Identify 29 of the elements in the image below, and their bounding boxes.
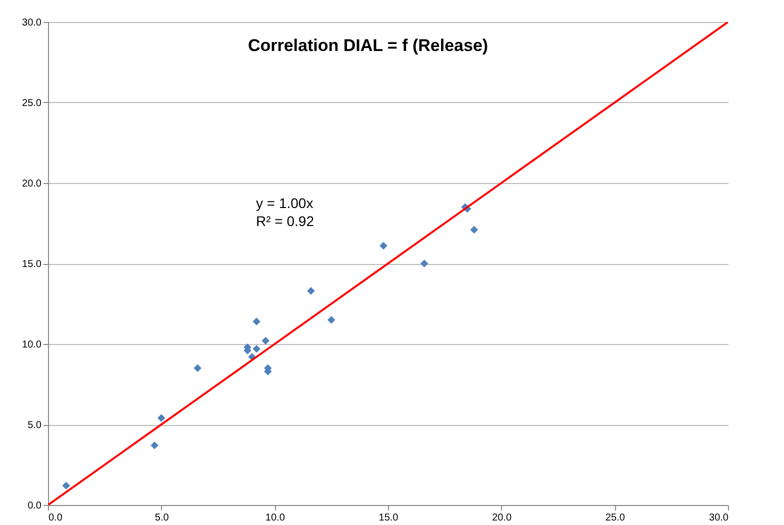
y-tick-label: 10.0: [22, 340, 42, 350]
point: [470, 226, 478, 234]
point: [62, 482, 70, 490]
point: [252, 318, 260, 326]
x-tick-label: 15.0: [378, 512, 399, 524]
x-tick-label: 30.0: [709, 512, 729, 524]
y-tick-label: 15.0: [22, 259, 42, 270]
x-tick-label: 20.0: [492, 512, 512, 524]
point: [380, 242, 388, 250]
annotation: R² = 0.92: [256, 213, 314, 229]
x-tick-label: 0.0: [48, 512, 63, 524]
point: [252, 344, 260, 353]
point: [262, 336, 270, 345]
point: [327, 316, 336, 324]
point: [307, 286, 315, 295]
point: [194, 364, 202, 372]
x-tick-label: 10.0: [265, 512, 286, 524]
point: [157, 414, 166, 422]
y-tick-label: 0.0: [28, 500, 42, 512]
y-tick-label: 30.0: [22, 18, 42, 28]
point: [420, 260, 428, 268]
y-tick-label: 20.0: [22, 178, 42, 190]
x-tick-label: 5.0: [154, 512, 170, 524]
point: [150, 442, 158, 450]
annotation: y = 1.00x: [256, 195, 314, 211]
x-tick-label: 25.0: [605, 512, 626, 524]
y-tick-label: 5.0: [28, 420, 42, 431]
y-tick-label: 25.0: [22, 98, 42, 109]
text: Correlation DIAL = f (Release): [248, 36, 488, 55]
